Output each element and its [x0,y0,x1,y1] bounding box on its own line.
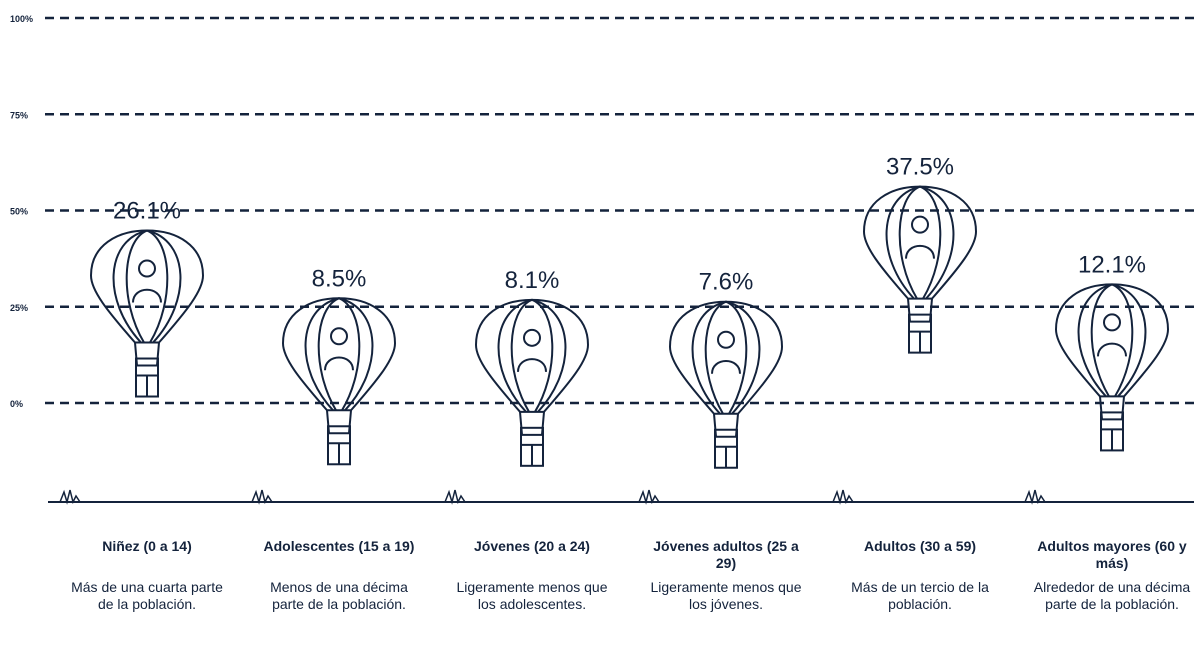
balloon-envelope [91,231,203,343]
category-description: Más de una cuarta parte de la población. [67,579,227,613]
balloon-stripe [887,187,954,299]
balloon-envelope [670,302,782,414]
balloon-stripe [319,298,360,410]
basket-lines [1101,419,1123,450]
balloon [670,302,782,468]
balloon-envelope [476,300,588,412]
category-label: Niñez (0 a 14) [67,538,227,555]
balloon [283,298,395,464]
balloon-stripe [512,300,553,412]
balloon-stripe [1079,284,1146,396]
icon-body [1098,344,1126,357]
balloon-ropes [327,410,351,433]
value-label: 37.5% [886,154,954,181]
basket-lines [715,437,737,468]
icon-body [133,290,161,303]
balloon-stripe [1092,284,1133,396]
icon-head [331,328,347,344]
category-description: Más de un tercio de la población. [840,579,1000,613]
balloon-ropes [520,412,544,435]
category-description: Ligeramente menos que los adolescentes. [452,579,612,613]
icon-head [1104,314,1120,330]
balloon [476,300,588,466]
balloon-stripe [693,302,760,414]
balloon-stripe [900,187,941,299]
value-label: 8.5% [312,265,367,292]
icon-body [325,358,353,371]
value-label: 8.1% [505,267,560,294]
icon-head [912,217,928,233]
basket-lines [909,322,931,353]
balloon-ropes [135,343,159,366]
grass [1025,490,1045,502]
balloon-stripe [499,300,566,412]
balloon [1056,284,1168,450]
y-tick-label: 25% [10,303,28,313]
icon-body [518,359,546,372]
y-tick-label: 0% [10,399,23,409]
balloon-envelope [1056,284,1168,396]
balloon-envelope [864,187,976,299]
balloon-stripe [114,231,181,343]
value-label: 26.1% [113,198,181,225]
category-label: Jóvenes adultos (25 a 29) [646,538,806,572]
icon-head [139,261,155,277]
balloon [91,231,203,397]
grass [833,490,853,502]
grass [445,490,465,502]
category-label: Adultos (30 a 59) [840,538,1000,555]
category-description: Ligeramente menos que los jóvenes. [646,579,806,613]
icon-head [718,332,734,348]
balloon-ropes [1100,396,1124,419]
balloon-ropes [908,299,932,322]
y-tick-label: 50% [10,207,28,217]
category-description: Menos de una décima parte de la població… [259,579,419,613]
y-tick-label: 100% [10,14,33,24]
icon-body [906,246,934,259]
y-tick-label: 75% [10,110,28,120]
chart: 0% 25% 50% 75% 100% 26.1% 8.5% 8.1% 7.6% 37.5% 12.… [0,0,1194,651]
balloon-stripe [706,302,747,414]
basket-lines [521,435,543,466]
balloon-ropes [714,414,738,437]
value-label: 7.6% [699,269,754,296]
category-label: Adultos mayores (60 y más) [1032,538,1192,572]
balloon-stripe [306,298,373,410]
balloon-envelope [283,298,395,410]
value-label: 12.1% [1078,251,1146,278]
basket-lines [136,366,158,397]
grass [639,490,659,502]
grass [60,490,80,502]
icon-head [524,330,540,346]
icon-body [712,361,740,374]
category-label: Jóvenes (20 a 24) [452,538,612,555]
balloon-stripe [127,231,168,343]
grass [252,490,272,502]
basket-lines [328,433,350,464]
category-description: Alrededor de una décima parte de la pobl… [1032,579,1192,613]
category-label: Adolescentes (15 a 19) [259,538,419,555]
